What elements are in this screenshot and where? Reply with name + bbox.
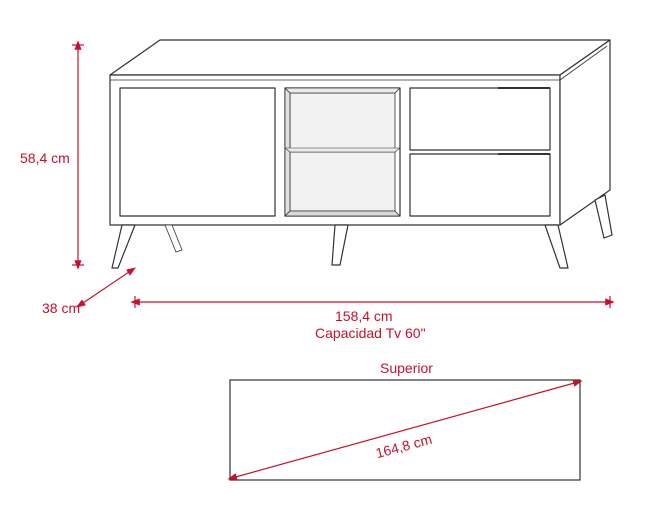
top-view-title: Superior (380, 360, 433, 376)
capacity-label: Capacidad Tv 60" (315, 325, 426, 341)
height-dimension-label: 58,4 cm (20, 150, 70, 166)
furniture-top-view-diagram (0, 350, 650, 510)
furniture-isometric-diagram (0, 0, 650, 340)
depth-dimension-label: 38 cm (42, 300, 80, 316)
width-dimension-label: 158,4 cm (335, 308, 393, 324)
